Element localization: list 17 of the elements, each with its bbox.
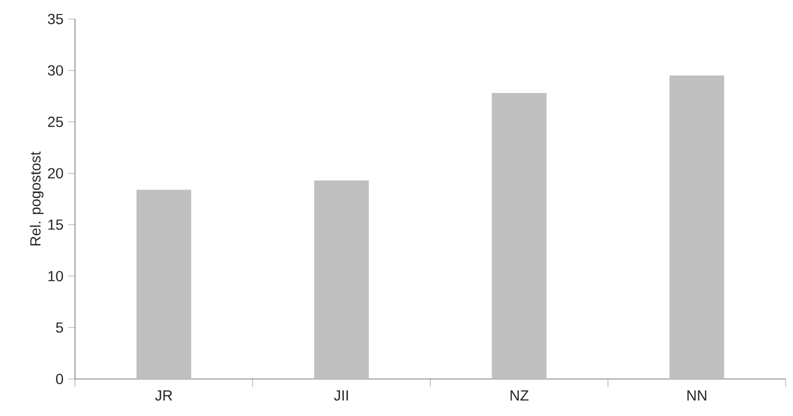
y-tick-label: 10 (48, 270, 64, 282)
y-tick-label: 20 (48, 168, 64, 178)
bar (492, 93, 546, 379)
bar (670, 76, 724, 379)
bar (136, 190, 192, 379)
y-tick-label: 15 (48, 220, 63, 230)
y-tick-label: 0 (56, 374, 64, 384)
x-tick-label: JR (155, 390, 172, 401)
x-tick-label: JII (334, 390, 348, 401)
y-tick-label: 5 (56, 322, 63, 333)
x-tick-label: NN (687, 390, 706, 400)
y-axis-title: Rel. pogostost (30, 152, 44, 246)
y-tick-label: 25 (48, 116, 63, 128)
x-tick-label: NZ (510, 390, 528, 400)
y-tick-label: 30 (48, 65, 64, 76)
bar (314, 180, 369, 379)
y-tick-label: 35 (48, 14, 63, 24)
